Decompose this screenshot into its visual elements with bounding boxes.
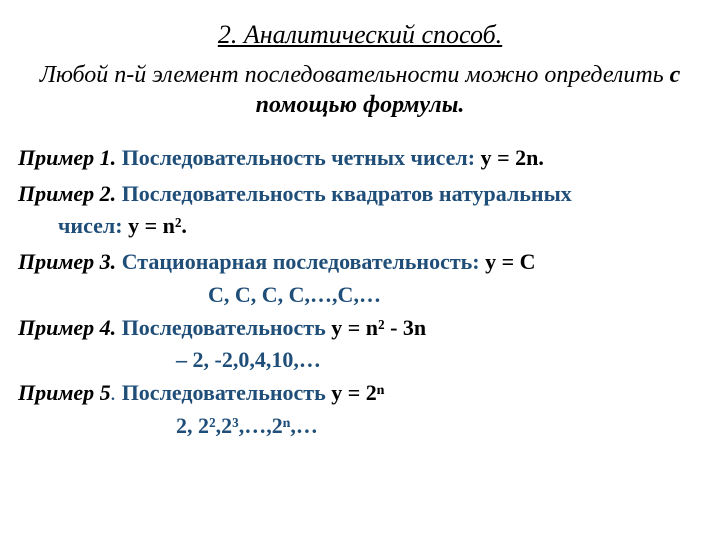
example-1-label: Пример 1. <box>18 145 122 170</box>
example-4-name: Последовательность <box>122 315 332 340</box>
example-1: Пример 1. Последовательность четных чисе… <box>18 142 702 174</box>
example-5: Пример 5. Последовательность у = 2ⁿ <box>18 377 702 409</box>
example-4-label: Пример 4. <box>18 315 122 340</box>
example-4: Пример 4. Последовательность у = n² - 3n <box>18 312 702 344</box>
example-5-values: 2, 2²,2³,…,2ⁿ,… <box>176 413 702 439</box>
slide: 2. Аналитический способ. Любой n-й элеме… <box>0 0 720 540</box>
section-title: 2. Аналитический способ. <box>18 20 702 50</box>
example-4-values: – 2, -2,0,4,10,… <box>176 347 702 373</box>
example-3-name: Стационарная последовательность: <box>122 249 485 274</box>
example-3: Пример 3. Стационарная последовательност… <box>18 246 702 278</box>
example-4-formula: у = n² - 3n <box>331 315 426 340</box>
example-3-label: Пример 3. <box>18 249 122 274</box>
example-5-dot: . <box>111 380 122 405</box>
example-3-values: С, С, С, С,…,С,… <box>208 282 702 308</box>
example-5-name: Последовательность <box>122 380 332 405</box>
example-2-label: Пример 2. <box>18 181 122 206</box>
subtitle-plain: Любой n-й элемент последовательности мож… <box>40 62 670 88</box>
example-2-formula: у = n². <box>128 213 187 238</box>
example-5-formula: у = 2ⁿ <box>331 380 384 405</box>
subtitle: Любой n-й элемент последовательности мож… <box>18 60 702 120</box>
example-2-name-line2: чисел: <box>58 213 128 238</box>
example-2: Пример 2. Последовательность квадратов н… <box>18 178 702 242</box>
example-1-formula: у = 2n. <box>481 145 544 170</box>
example-3-formula: у = С <box>485 249 535 274</box>
example-1-name: Последовательность четных чисел: <box>122 145 481 170</box>
example-2-name-line1: Последовательность квадратов натуральных <box>122 181 572 206</box>
example-5-label: Пример 5 <box>18 380 111 405</box>
